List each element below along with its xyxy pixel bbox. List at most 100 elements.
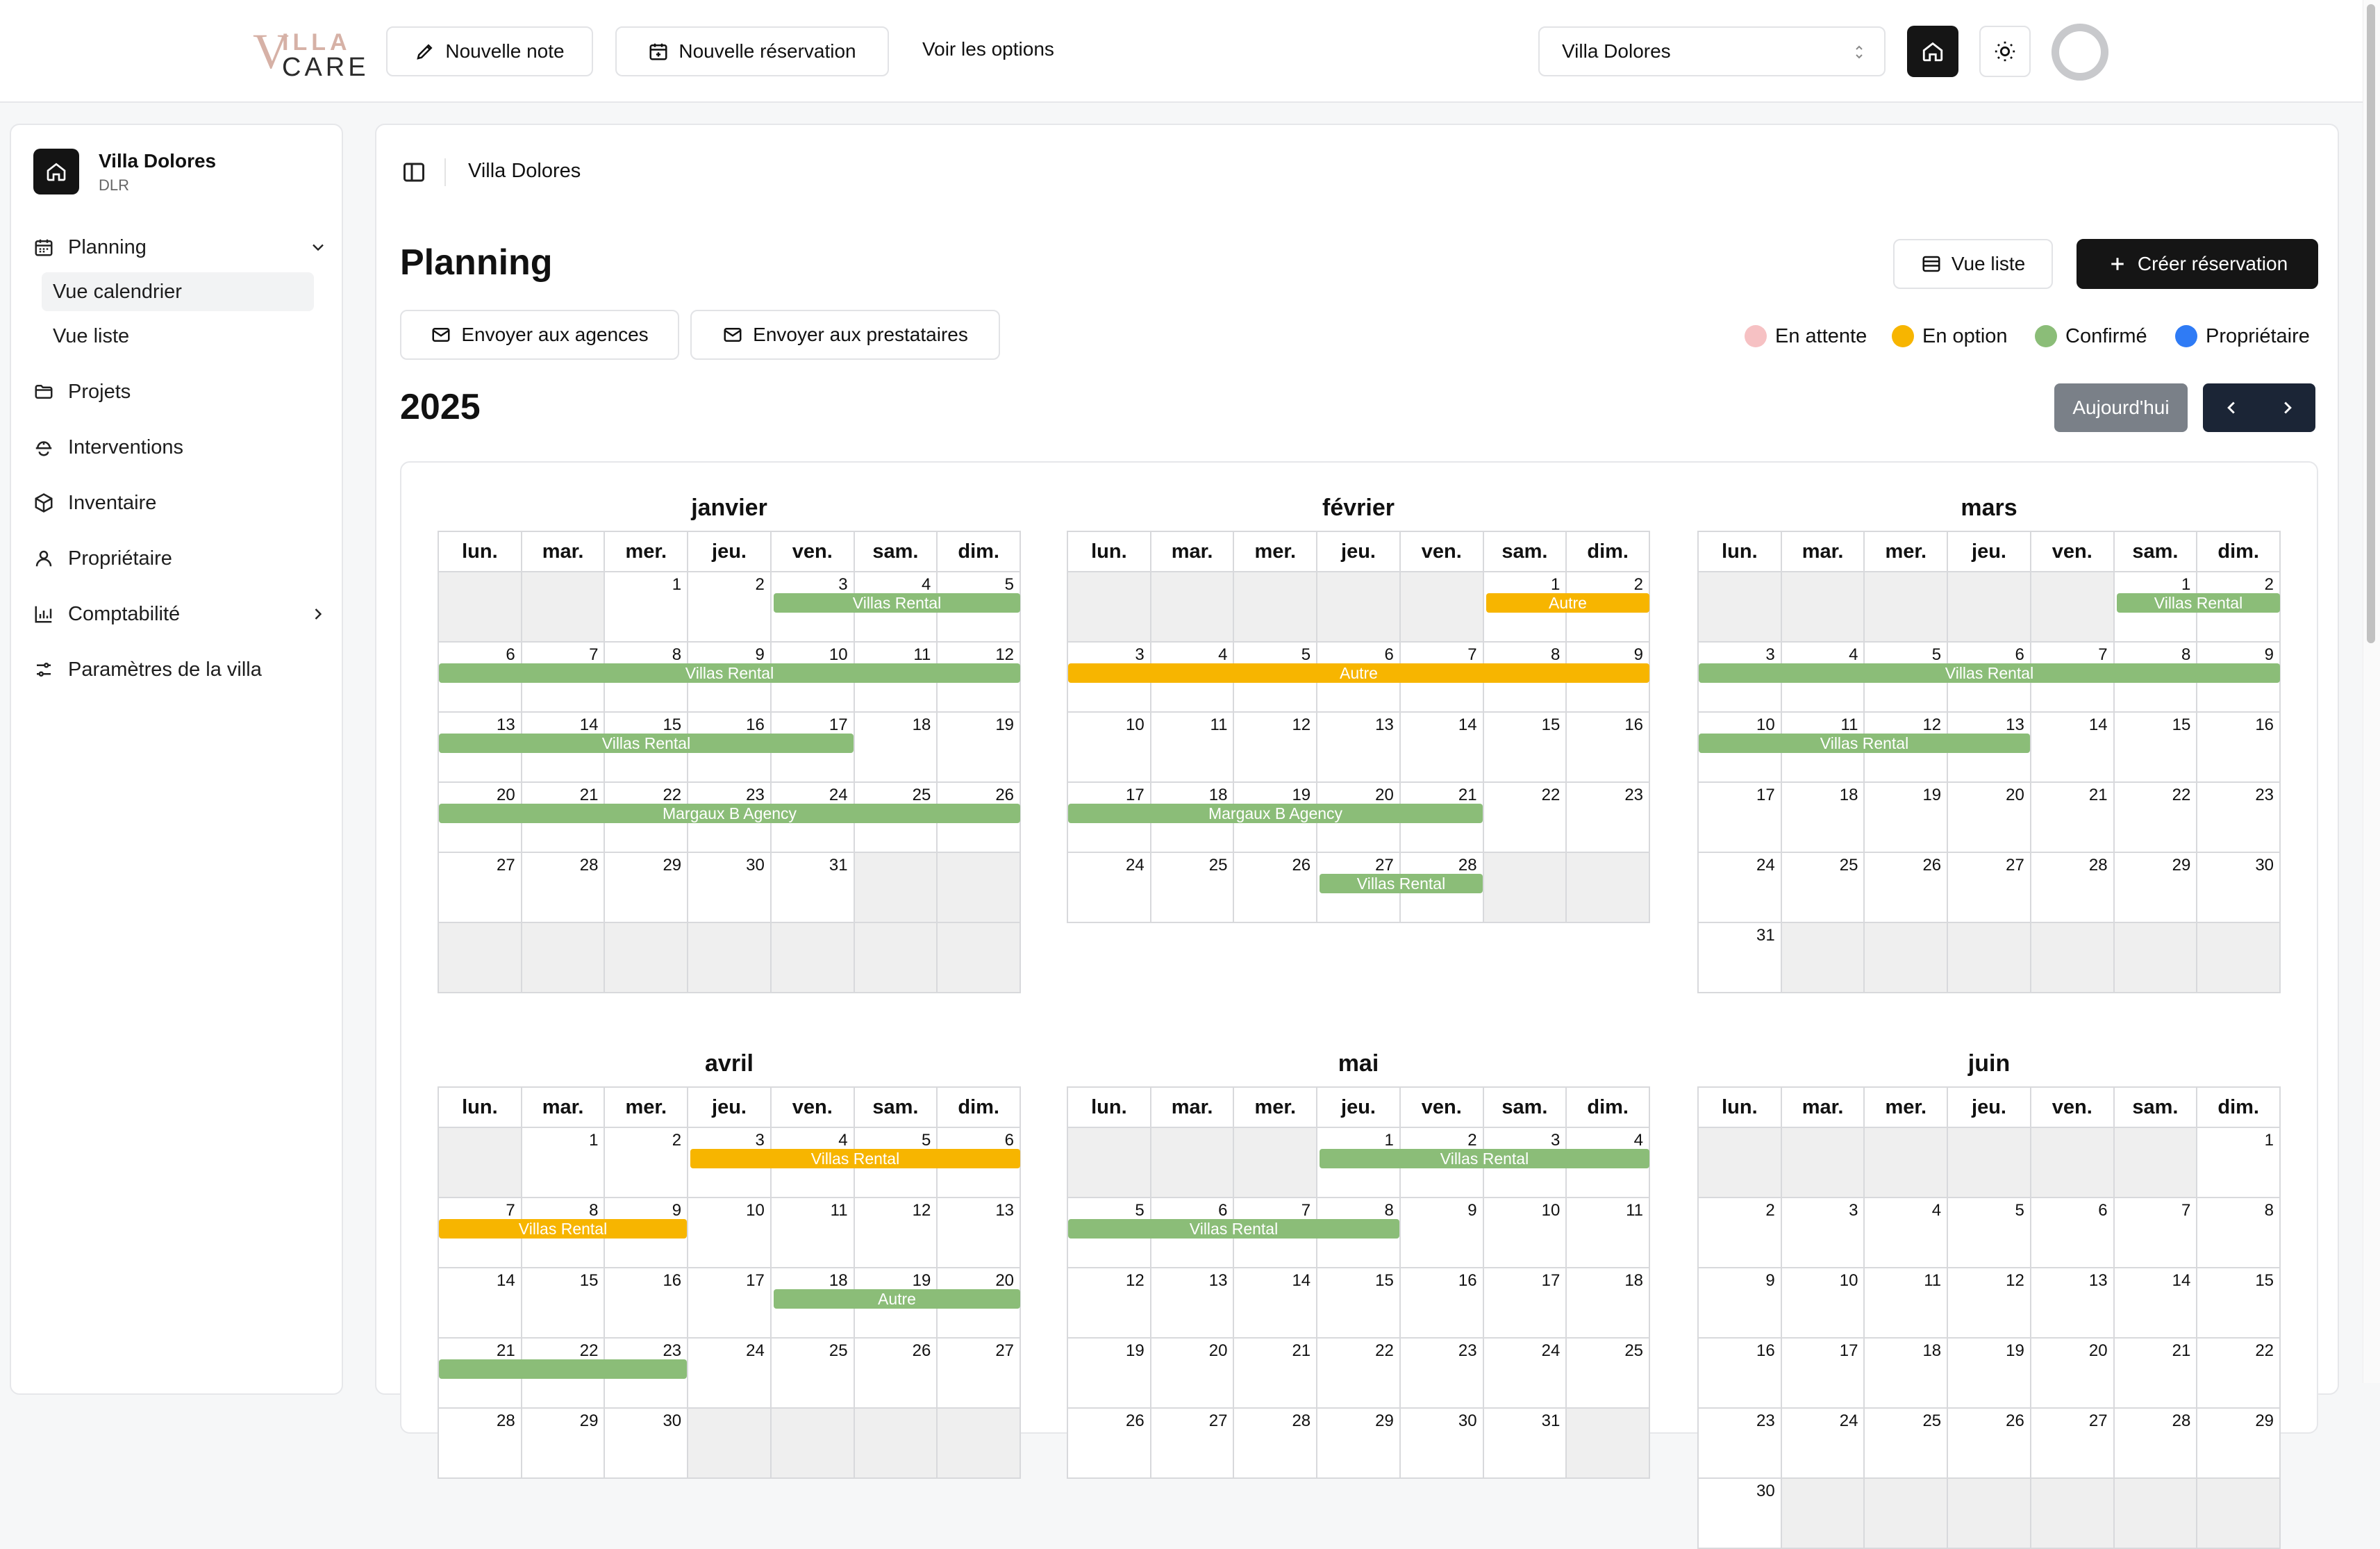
day-cell[interactable]: 1 xyxy=(522,1128,606,1198)
sidebar-item-accounting[interactable]: Comptabilité xyxy=(33,593,332,635)
day-cell[interactable]: 27 xyxy=(439,853,522,923)
month-title[interactable]: février xyxy=(1322,495,1395,521)
day-cell[interactable]: 25 xyxy=(1151,853,1235,923)
day-cell[interactable]: 19 xyxy=(1068,1339,1151,1409)
day-cell[interactable]: 31 xyxy=(1483,1409,1567,1479)
day-cell[interactable]: 15 xyxy=(2114,713,2198,783)
sidebar-item-owner[interactable]: Propriétaire xyxy=(33,538,332,579)
day-cell[interactable]: 18 xyxy=(1567,1268,1651,1339)
day-cell[interactable]: 21 xyxy=(2114,1339,2198,1409)
day-cell[interactable]: 18 xyxy=(854,713,938,783)
sidebar-item-planning[interactable]: Planning xyxy=(33,226,332,268)
day-cell[interactable]: 5 xyxy=(1948,1198,2031,1268)
send-agencies-button[interactable]: Envoyer aux agences xyxy=(400,310,679,360)
day-cell[interactable]: 24 xyxy=(1483,1339,1567,1409)
sidebar-item-inventory[interactable]: Inventaire xyxy=(33,482,332,524)
day-cell[interactable]: 27 xyxy=(2031,1409,2115,1479)
day-cell[interactable]: 29 xyxy=(1317,1409,1401,1479)
sidebar-item-projects[interactable]: Projets xyxy=(33,371,332,413)
villa-select[interactable]: Villa Dolores xyxy=(1538,26,1886,76)
day-cell[interactable]: 29 xyxy=(522,1409,606,1479)
day-cell[interactable]: 28 xyxy=(439,1409,522,1479)
day-cell[interactable]: 11 xyxy=(771,1198,855,1268)
day-cell[interactable]: 26 xyxy=(1865,853,1949,923)
day-cell[interactable]: 31 xyxy=(1699,923,1782,993)
day-cell[interactable]: 22 xyxy=(1483,783,1567,853)
day-cell[interactable]: 14 xyxy=(1234,1268,1318,1339)
day-cell[interactable]: 25 xyxy=(1567,1339,1651,1409)
day-cell[interactable]: 1 xyxy=(605,572,689,643)
day-cell[interactable]: 12 xyxy=(854,1198,938,1268)
day-cell[interactable]: 15 xyxy=(522,1268,606,1339)
day-cell[interactable]: 23 xyxy=(1567,783,1651,853)
booking-bar[interactable]: Villas Rental xyxy=(690,1149,1020,1168)
day-cell[interactable]: 19 xyxy=(1865,783,1949,853)
day-cell[interactable]: 24 xyxy=(1699,853,1782,923)
day-cell[interactable]: 30 xyxy=(2197,853,2281,923)
create-booking-button[interactable]: Créer réservation xyxy=(2077,239,2318,289)
month-title[interactable]: janvier xyxy=(691,495,767,521)
day-cell[interactable]: 25 xyxy=(1781,853,1865,923)
day-cell[interactable]: 12 xyxy=(1948,1268,2031,1339)
day-cell[interactable]: 14 xyxy=(439,1268,522,1339)
day-cell[interactable]: 29 xyxy=(2197,1409,2281,1479)
day-cell[interactable]: 24 xyxy=(1781,1409,1865,1479)
day-cell[interactable]: 2 xyxy=(605,1128,689,1198)
day-cell[interactable]: 17 xyxy=(1781,1339,1865,1409)
day-cell[interactable]: 16 xyxy=(1400,1268,1484,1339)
day-cell[interactable]: 15 xyxy=(2197,1268,2281,1339)
day-cell[interactable]: 28 xyxy=(1234,1409,1318,1479)
day-cell[interactable]: 1 xyxy=(2197,1128,2281,1198)
booking-bar[interactable]: Villas Rental xyxy=(774,593,1020,613)
sidebar-item-list-view[interactable]: Vue liste xyxy=(53,324,130,347)
day-cell[interactable]: 10 xyxy=(1781,1268,1865,1339)
day-cell[interactable]: 27 xyxy=(1948,853,2031,923)
booking-bar[interactable]: Villas Rental xyxy=(2117,593,2280,613)
booking-bar[interactable] xyxy=(439,1359,687,1379)
day-cell[interactable]: 8 xyxy=(2197,1198,2281,1268)
day-cell[interactable]: 20 xyxy=(1948,783,2031,853)
day-cell[interactable]: 18 xyxy=(1781,783,1865,853)
booking-bar[interactable]: Margaux B Agency xyxy=(1068,804,1483,823)
day-cell[interactable]: 9 xyxy=(1699,1268,1782,1339)
day-cell[interactable]: 14 xyxy=(2031,713,2115,783)
day-cell[interactable]: 21 xyxy=(2031,783,2115,853)
day-cell[interactable]: 20 xyxy=(2031,1339,2115,1409)
home-button[interactable] xyxy=(1907,26,1958,77)
day-cell[interactable]: 28 xyxy=(2031,853,2115,923)
day-cell[interactable]: 11 xyxy=(1567,1198,1651,1268)
day-cell[interactable]: 14 xyxy=(1400,713,1484,783)
day-cell[interactable]: 29 xyxy=(605,853,689,923)
day-cell[interactable]: 4 xyxy=(1865,1198,1949,1268)
day-cell[interactable]: 19 xyxy=(1948,1339,2031,1409)
day-cell[interactable]: 2 xyxy=(688,572,772,643)
day-cell[interactable]: 28 xyxy=(522,853,606,923)
day-cell[interactable]: 22 xyxy=(2197,1339,2281,1409)
villa-switcher[interactable]: Villa Dolores DLR xyxy=(33,149,325,197)
day-cell[interactable]: 2 xyxy=(1699,1198,1782,1268)
day-cell[interactable]: 12 xyxy=(1234,713,1318,783)
day-cell[interactable]: 24 xyxy=(1068,853,1151,923)
day-cell[interactable]: 26 xyxy=(1068,1409,1151,1479)
day-cell[interactable]: 26 xyxy=(854,1339,938,1409)
day-cell[interactable]: 16 xyxy=(1567,713,1651,783)
sidebar-item-villa-settings[interactable]: Paramètres de la villa xyxy=(33,649,332,690)
new-note-button[interactable]: Nouvelle note xyxy=(386,26,593,76)
options-link[interactable]: Voir les options xyxy=(922,38,1054,60)
day-cell[interactable]: 29 xyxy=(2114,853,2198,923)
day-cell[interactable]: 11 xyxy=(1865,1268,1949,1339)
day-cell[interactable]: 15 xyxy=(1317,1268,1401,1339)
day-cell[interactable]: 17 xyxy=(688,1268,772,1339)
day-cell[interactable]: 30 xyxy=(605,1409,689,1479)
day-cell[interactable]: 26 xyxy=(1948,1409,2031,1479)
new-booking-button[interactable]: Nouvelle réservation xyxy=(615,26,889,76)
day-cell[interactable]: 6 xyxy=(2031,1198,2115,1268)
sidebar-toggle-icon[interactable] xyxy=(401,160,426,185)
day-cell[interactable]: 30 xyxy=(1400,1409,1484,1479)
month-title[interactable]: juin xyxy=(1967,1050,2011,1077)
booking-bar[interactable]: Villas Rental xyxy=(1320,874,1483,893)
previous-button[interactable] xyxy=(2203,383,2259,432)
day-cell[interactable]: 22 xyxy=(1317,1339,1401,1409)
day-cell[interactable]: 17 xyxy=(1483,1268,1567,1339)
day-cell[interactable]: 16 xyxy=(2197,713,2281,783)
